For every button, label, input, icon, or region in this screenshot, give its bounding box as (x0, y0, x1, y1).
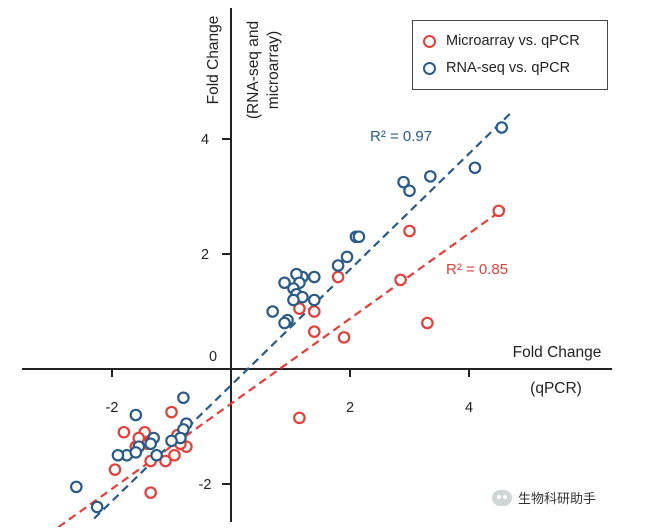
point-rnaseq (424, 170, 437, 183)
y-axis-title-line1: Fold Change (205, 16, 222, 105)
y-axis-title-line3: microarray) (265, 31, 282, 109)
legend-item-microarray: Microarray vs. qPCR (423, 33, 580, 49)
legend: Microarray vs. qPCR RNA-seq vs. qPCR (412, 20, 608, 90)
point-microarray (144, 486, 157, 499)
point-microarray (108, 463, 122, 476)
point-rnaseq (468, 161, 482, 175)
legend-label-microarray: Microarray vs. qPCR (446, 33, 580, 49)
point-rnaseq (331, 259, 345, 272)
point-rnaseq (397, 175, 410, 189)
fit-lines (57, 112, 512, 529)
y-tick-label: -2 (199, 477, 212, 493)
x-tick-label: 2 (346, 400, 354, 416)
point-rnaseq (278, 276, 291, 290)
origin-label: 0 (209, 349, 217, 365)
point-microarray (307, 325, 321, 338)
point-rnaseq (144, 437, 157, 451)
point-rnaseq (403, 184, 416, 198)
point-rnaseq (307, 293, 321, 307)
watermark-text: 生物科研助手 (518, 491, 597, 506)
legend-item-rnaseq: RNA-seq vs. qPCR (423, 60, 570, 76)
y-axis-title-line2: (RNA-seq and (245, 21, 262, 119)
wechat-icon (492, 489, 512, 506)
y-tick-label: 2 (201, 247, 209, 263)
r2-label-rnaseq: R² = 0.97 (370, 128, 432, 145)
x-axis-title-line1: Fold Change (513, 344, 602, 361)
point-rnaseq (352, 230, 366, 244)
point-rnaseq (70, 480, 83, 494)
point-rnaseq (495, 121, 509, 134)
point-microarray (492, 204, 506, 218)
data-points (70, 121, 509, 514)
point-rnaseq (340, 250, 354, 264)
point-rnaseq (111, 448, 125, 462)
point-microarray (293, 302, 306, 315)
point-rnaseq (90, 500, 104, 514)
point-rnaseq (278, 316, 291, 330)
legend-marker-microarray (423, 34, 436, 48)
point-microarray (165, 405, 178, 419)
point-microarray (168, 448, 181, 462)
legend-marker-rnaseq (423, 61, 436, 75)
point-rnaseq (177, 391, 190, 405)
fit-line-rnaseq (93, 112, 512, 520)
axis-labels: Fold Change (RNA-seq and microarray) Fol… (205, 16, 601, 397)
point-microarray (159, 454, 172, 468)
point-rnaseq (165, 434, 178, 448)
x-tick-label: -2 (106, 400, 119, 416)
point-microarray (331, 270, 345, 284)
legend-label-rnaseq: RNA-seq vs. qPCR (446, 60, 571, 76)
point-microarray (293, 411, 306, 425)
fit-line-microarray (57, 207, 506, 529)
watermark: 生物科研助手 (492, 488, 596, 507)
point-microarray (337, 331, 351, 344)
point-microarray (307, 305, 321, 318)
point-rnaseq (266, 305, 279, 318)
point-microarray (394, 273, 407, 287)
point-rnaseq (129, 446, 143, 459)
point-rnaseq (307, 270, 321, 284)
point-microarray (117, 425, 131, 439)
axes: -2 2 4 4 2 -2 (22, 8, 612, 522)
point-rnaseq (129, 408, 143, 422)
point-rnaseq (287, 293, 300, 307)
point-microarray (403, 224, 416, 238)
y-tick-label: 4 (201, 132, 209, 148)
x-axis-title-line2: (qPCR) (530, 380, 582, 397)
point-rnaseq (150, 448, 163, 462)
r2-label-microarray: R² = 0.85 (446, 261, 508, 278)
x-tick-label: 4 (465, 400, 473, 416)
point-microarray (421, 316, 434, 330)
